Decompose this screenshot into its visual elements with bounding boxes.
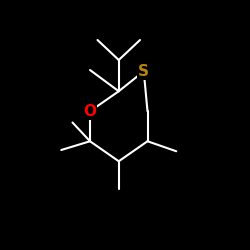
Text: S: S bbox=[138, 64, 149, 79]
Text: O: O bbox=[84, 104, 96, 119]
